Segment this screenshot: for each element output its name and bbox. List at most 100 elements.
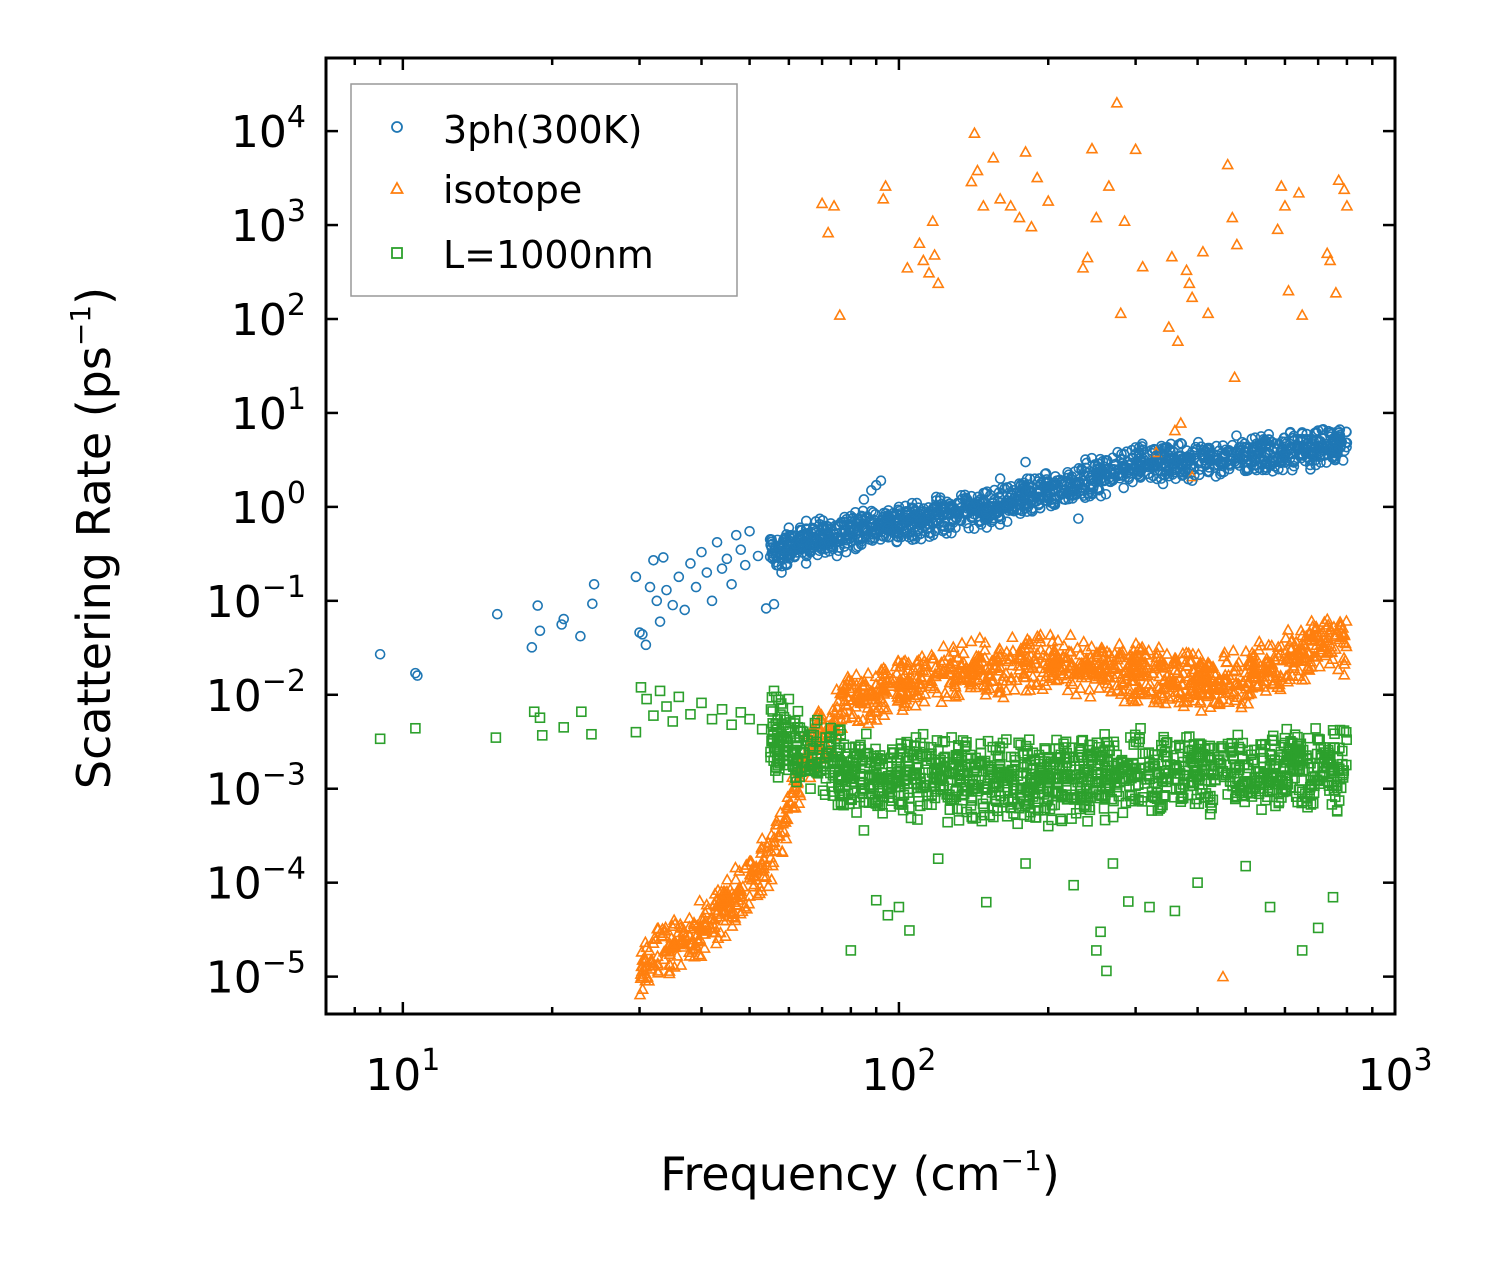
band-point xyxy=(891,690,905,702)
band-point xyxy=(1199,763,1210,775)
band-point xyxy=(1247,664,1261,677)
band-point xyxy=(1327,725,1339,736)
data-point xyxy=(1192,877,1203,888)
data-point xyxy=(1150,450,1162,462)
band-point xyxy=(809,717,821,729)
band-point xyxy=(1177,694,1191,706)
band-point xyxy=(765,704,777,715)
band-point xyxy=(1183,676,1197,689)
data-point xyxy=(1081,250,1094,263)
data-point xyxy=(711,536,723,548)
data-point xyxy=(630,571,642,583)
data-point xyxy=(1144,901,1155,913)
band-point xyxy=(891,536,902,548)
data-point xyxy=(1274,179,1288,191)
band-point xyxy=(1302,732,1314,744)
band-point xyxy=(929,669,942,682)
band-point xyxy=(937,639,950,652)
band-point xyxy=(1199,792,1210,803)
band-point xyxy=(1126,457,1137,469)
band-point xyxy=(992,750,1004,762)
band-point xyxy=(1233,442,1245,453)
data-point xyxy=(690,581,702,593)
band-point xyxy=(1013,737,1024,749)
data-point xyxy=(1082,487,1093,499)
band-point xyxy=(1279,737,1291,749)
band-point xyxy=(996,766,1008,778)
data-point xyxy=(1282,284,1295,296)
band-point xyxy=(755,831,769,844)
data-point xyxy=(534,712,546,724)
band-point xyxy=(1194,746,1205,757)
band-point xyxy=(1229,676,1242,688)
y-tick-label: 103 xyxy=(231,194,306,252)
band-point xyxy=(1116,754,1128,766)
band-point xyxy=(889,659,903,672)
band-point xyxy=(700,898,714,910)
legend-marker-isotope xyxy=(389,181,405,194)
data-point xyxy=(1296,945,1308,956)
band-point xyxy=(727,906,741,918)
band-point xyxy=(699,924,712,936)
band-point xyxy=(1085,478,1097,490)
band-point xyxy=(933,663,947,675)
data-point xyxy=(1312,425,1324,436)
band-point xyxy=(1338,657,1351,669)
band-point xyxy=(851,685,865,697)
data-point xyxy=(1099,464,1111,475)
band-point xyxy=(1274,639,1288,651)
band-point xyxy=(1173,739,1185,751)
band-point xyxy=(883,505,894,516)
band-point xyxy=(1056,815,1068,827)
band-point xyxy=(833,742,845,753)
band-point xyxy=(876,666,890,678)
band-point xyxy=(693,932,707,944)
band-point xyxy=(1203,686,1217,698)
band-point xyxy=(1340,614,1353,626)
band-point xyxy=(1031,486,1043,498)
data-point xyxy=(673,571,685,583)
band-point xyxy=(1322,753,1333,764)
data-point xyxy=(534,625,546,637)
band-point xyxy=(1161,468,1172,480)
band-point xyxy=(891,694,905,706)
band-point xyxy=(1006,644,1020,656)
band-point xyxy=(1158,734,1170,746)
data-point xyxy=(661,584,672,596)
band-point xyxy=(1008,808,1019,819)
band-point xyxy=(1226,454,1237,465)
data-point xyxy=(1129,142,1142,155)
data-point xyxy=(932,853,944,864)
band-point xyxy=(1011,783,1022,795)
band-point xyxy=(802,735,814,746)
band-point xyxy=(1285,426,1296,438)
band-point xyxy=(1008,683,1021,695)
band-point xyxy=(1145,472,1157,484)
band-point xyxy=(1175,437,1187,449)
band-point xyxy=(634,967,648,979)
data-point xyxy=(536,730,548,741)
band-point xyxy=(933,774,945,785)
band-point xyxy=(1249,463,1260,474)
band-point xyxy=(1051,773,1063,785)
data-point xyxy=(726,578,737,590)
band-point xyxy=(874,750,886,761)
band-point xyxy=(1161,773,1173,785)
band-point xyxy=(1230,659,1244,672)
band-point xyxy=(1186,647,1200,659)
data-point xyxy=(1186,475,1198,486)
band-point xyxy=(917,694,931,707)
band-point xyxy=(979,775,990,786)
band-point xyxy=(756,869,770,881)
data-point xyxy=(1025,220,1038,232)
band-point xyxy=(749,869,762,882)
data-point xyxy=(1337,182,1351,195)
band-point xyxy=(854,741,865,753)
band-point xyxy=(1091,464,1103,476)
data-point xyxy=(1110,96,1124,108)
band-point xyxy=(1151,679,1164,692)
band-point xyxy=(894,508,906,519)
y-tick-label: 10−2 xyxy=(206,664,306,722)
band-point xyxy=(915,800,926,812)
band-point xyxy=(1047,498,1059,509)
